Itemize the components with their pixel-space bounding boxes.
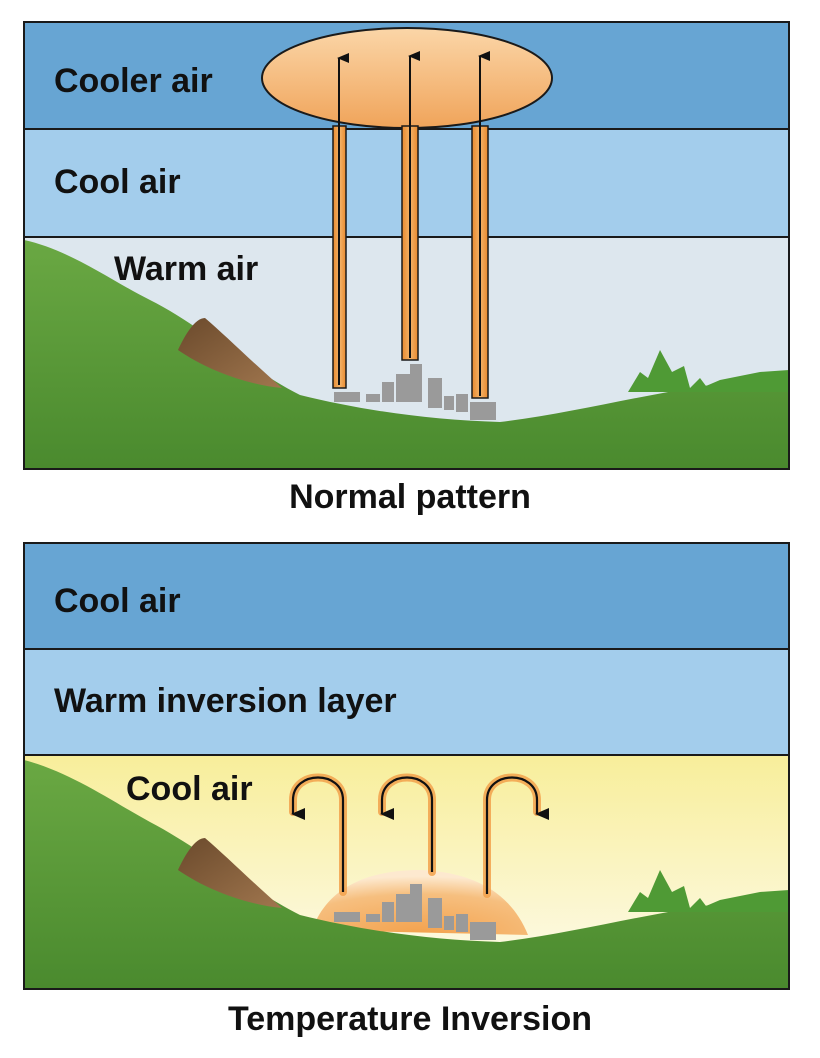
rock-outcrop (178, 318, 282, 388)
bottom-layer-label: Warm air (114, 250, 258, 288)
inversion-caption: Temperature Inversion (227, 1000, 593, 1038)
rock-outcrop (178, 838, 282, 908)
inv-top-layer-label: Cool air (54, 582, 181, 620)
inv-middle-layer-label: Warm inversion layer (54, 682, 397, 720)
city-skyline (334, 364, 496, 420)
inv-top-layer (24, 543, 789, 649)
inv-bottom-layer-label: Cool air (126, 770, 253, 808)
ground-hills (24, 760, 789, 989)
panel-frame (23, 542, 790, 990)
middle-layer-label: Cool air (54, 163, 181, 201)
normal-caption: Normal pattern (289, 478, 531, 516)
trees (628, 350, 789, 392)
inv-middle-layer (24, 649, 789, 755)
inversion-diagram: Cool air Warm inversion layer Cool air (23, 542, 790, 990)
trapped-air-arrows (291, 776, 549, 894)
top-layer-label: Cooler air (54, 62, 213, 100)
normal-pattern-diagram: Cooler air Cool air Warm air (23, 21, 790, 470)
panel-frame (23, 21, 790, 470)
city-skyline (334, 884, 496, 940)
rising-air-arrows (337, 51, 490, 396)
trees (628, 870, 789, 912)
ground-hills (24, 240, 789, 469)
